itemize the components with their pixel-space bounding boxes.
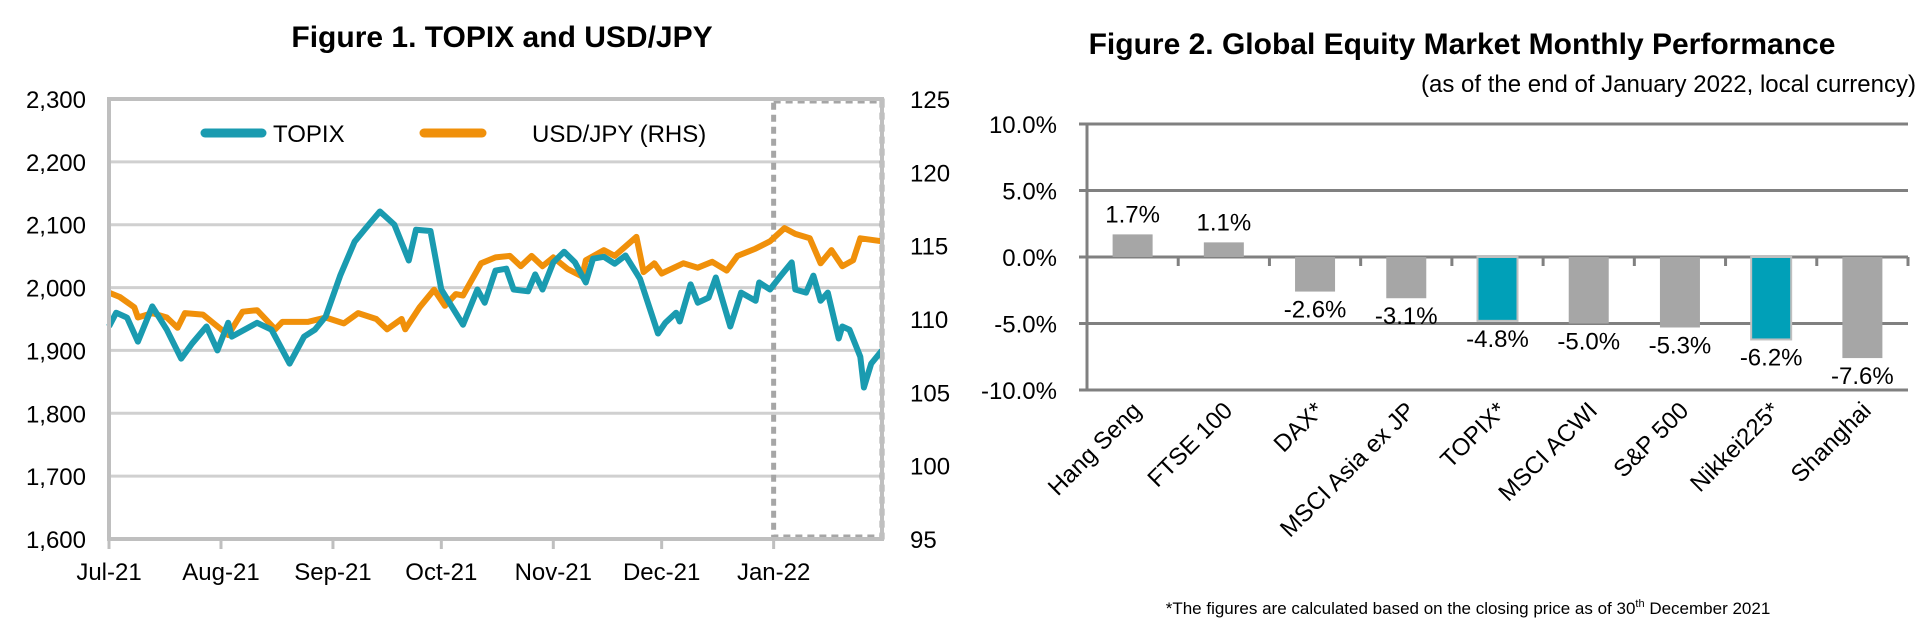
category-label: DAX* [1269, 397, 1330, 458]
bar [1386, 257, 1427, 299]
data-label: -3.1% [1375, 303, 1438, 330]
figure-2-footnote: *The figures are calculated based on the… [1166, 598, 1771, 618]
right-axis-tick-label: 125 [910, 87, 950, 114]
bar [1112, 234, 1153, 257]
data-label: -6.2% [1740, 344, 1803, 371]
data-label: -5.3% [1649, 332, 1712, 359]
figure-1: Figure 1. TOPIX and USD/JPY 1,6001,7001,… [26, 21, 950, 586]
data-label: -7.6% [1831, 363, 1894, 390]
figure-2-subtitle: (as of the end of January 2022, local cu… [1421, 71, 1916, 98]
data-label: 1.1% [1196, 209, 1251, 236]
data-label: -2.6% [1284, 297, 1347, 324]
legend-usdjpy-label: USD/JPY (RHS) [532, 121, 706, 148]
category-label: Hang Seng [1043, 397, 1147, 501]
january-highlight-box [771, 98, 885, 540]
data-label: -4.8% [1466, 326, 1529, 353]
data-label: -5.0% [1557, 329, 1620, 356]
x-axis-tick-label: Aug-21 [182, 559, 259, 586]
figure-1-grid [109, 160, 882, 478]
y-axis-tick-label: 0.0% [1002, 245, 1057, 272]
category-label: TOPIX* [1435, 397, 1511, 473]
left-axis-tick-label: 1,900 [26, 338, 86, 365]
right-axis-tick-label: 95 [910, 527, 937, 554]
plot-frame [107, 97, 884, 541]
left-axis-tick-label: 2,200 [26, 150, 86, 177]
usdjpy-line [107, 225, 883, 339]
data-label: 1.7% [1105, 201, 1160, 228]
topix-line [106, 208, 885, 391]
x-axis-tick-label: Oct-21 [405, 559, 477, 586]
bar [1750, 256, 1793, 341]
figure-1-title: Figure 1. TOPIX and USD/JPY [291, 21, 712, 54]
figure-1-axes: 1,600 1,700 1,800 1,900 2,000 2,100 2,200 2,300… [26, 87, 950, 586]
bar [1568, 257, 1609, 324]
x-axis-tick-label: Jan-22 [737, 559, 810, 586]
category-label: MSCI ACWI [1493, 397, 1603, 507]
left-axis-tick-label: 2,100 [26, 213, 86, 240]
y-axis-tick-label: 5.0% [1002, 179, 1057, 206]
footnote-text: *The figures are calculated based on the… [1166, 599, 1636, 618]
right-axis-tick-label: 105 [910, 380, 950, 407]
x-axis-tick-label: Nov-21 [515, 559, 592, 586]
figure-1-series [106, 208, 885, 391]
figure-2-title: Figure 2. Global Equity Market Monthly P… [1089, 28, 1836, 61]
figure-2-bars [1112, 234, 1883, 359]
left-axis-tick-label: 2,300 [26, 87, 86, 114]
y-axis-tick-label: -5.0% [994, 312, 1057, 339]
bar [1659, 257, 1700, 328]
right-axis-tick-label: 100 [910, 454, 950, 481]
x-axis-tick-label: Dec-21 [623, 559, 700, 586]
footnote-superscript: th [1635, 598, 1644, 610]
bar [1203, 242, 1244, 257]
x-axis-tick-label: Sep-21 [294, 559, 371, 586]
figure-2: Figure 2. Global Equity Market Monthly P… [981, 28, 1916, 618]
bar [1295, 257, 1336, 292]
left-axis-tick-label: 1,700 [26, 464, 86, 491]
figure-2-labels: 1.7% Hang Seng 1.1% FTSE 100 -2.6% DAX* -3.1% M… [1043, 201, 1894, 542]
category-label: S&P 500 [1608, 397, 1694, 483]
category-label: FTSE 100 [1143, 397, 1238, 492]
right-axis-tick-label: 115 [910, 234, 948, 261]
category-label: Shanghai [1786, 397, 1877, 488]
bar [1476, 256, 1519, 322]
x-axis-tick-label: Jul-21 [76, 559, 141, 586]
y-axis-tick-label: -10.0% [981, 378, 1057, 405]
left-axis-tick-label: 1,600 [26, 527, 86, 554]
bar [1842, 257, 1883, 359]
left-axis-tick-label: 2,000 [26, 276, 86, 303]
left-axis-tick-label: 1,800 [26, 401, 86, 428]
highlight-dashed-box [771, 98, 885, 540]
right-axis-tick-label: 110 [910, 307, 948, 334]
footnote-text-end: December 2021 [1645, 599, 1771, 618]
category-label: Nikkei225* [1685, 397, 1785, 497]
y-axis-tick-label: 10.0% [989, 112, 1057, 139]
right-axis-tick-label: 120 [910, 160, 950, 187]
legend-topix-label: TOPIX [273, 121, 345, 148]
figure-1-legend: TOPIX USD/JPY (RHS) [200, 121, 706, 148]
